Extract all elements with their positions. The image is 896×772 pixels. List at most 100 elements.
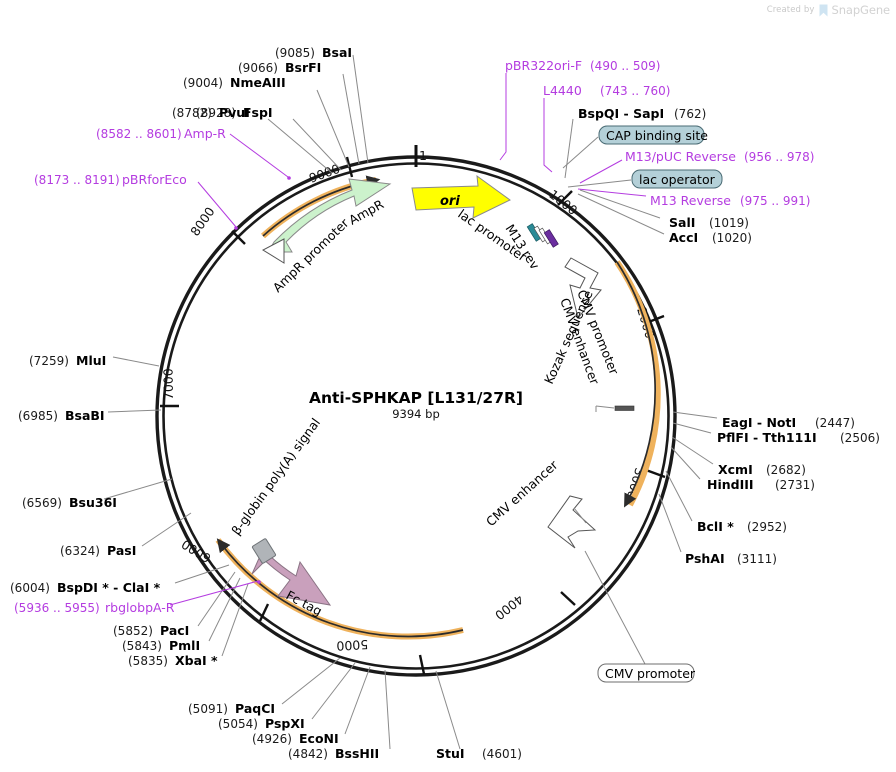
primer-name: M13 Reverse: [650, 193, 731, 208]
site-label-lac-operator: lac operator: [639, 172, 716, 187]
enzyme-name: PvuI: [219, 105, 250, 120]
enzyme-name: AccI: [669, 230, 698, 245]
enzyme-stui[interactable]: StuI (4601): [436, 746, 522, 761]
enzyme-position: (2731): [775, 478, 815, 492]
feature-cmv-enhancer[interactable]: CMV enhancer: [483, 457, 597, 549]
feature-label-ori: ori: [440, 194, 460, 209]
enzyme-name: NmeAIII: [230, 75, 286, 90]
primer-name: pBR322ori-F: [505, 58, 582, 73]
enzyme-acci[interactable]: AccI (1020): [669, 230, 752, 245]
enzyme-name: EagI - NotI: [722, 415, 796, 430]
tick-7000: 7000: [160, 368, 179, 408]
feature-label-polya: β-globin poly(A) signal: [228, 415, 323, 538]
enzyme-fspi[interactable]: (8928) FspI: [196, 105, 273, 120]
enzyme-position: (9004): [183, 76, 223, 90]
primer-m13-puc-reverse[interactable]: M13/pUC Reverse (956 .. 978): [625, 149, 814, 164]
enzyme-position: (2952): [747, 520, 787, 534]
tick-label: 1: [419, 148, 427, 163]
watermark-brand: SnapGene: [831, 3, 891, 17]
primer-rbglobpa-r[interactable]: (5936 .. 5955) rbglobpA-R: [14, 600, 175, 615]
enzyme-bsshii[interactable]: (4842) BssHII: [288, 746, 379, 761]
enzyme-position: (5852): [113, 624, 153, 638]
enzyme-name: HindIII: [707, 477, 754, 492]
enzyme-position: (2682): [766, 463, 806, 477]
enzyme-position: (4601): [482, 747, 522, 761]
enzyme-paci[interactable]: (5852) PacI: [113, 623, 189, 638]
enzyme-sali[interactable]: SalI (1019): [669, 215, 749, 230]
site-cmv-promoter-box[interactable]: CMV promoter: [584, 550, 696, 683]
enzyme-name: MluI: [76, 353, 106, 368]
enzyme-name: Bsu36I: [69, 495, 117, 510]
enzyme-name: PspXI: [265, 716, 305, 731]
enzyme-eagi-noti[interactable]: EagI - NotI (2447): [722, 415, 855, 430]
enzyme-bsai[interactable]: (9085) BsaI: [275, 45, 352, 60]
enzyme-position: (6569): [22, 496, 62, 510]
enzyme-pasi[interactable]: (6324) PasI: [60, 543, 136, 558]
primer-l4440[interactable]: L4440 (743 .. 760): [543, 83, 670, 98]
enzyme-pvui[interactable]: (8782) PvuI: [172, 105, 250, 120]
enzyme-name: BssHII: [335, 746, 379, 761]
primer-m13-reverse[interactable]: M13 Reverse (975 .. 991): [650, 193, 810, 208]
tick-label: 4000: [492, 592, 526, 623]
tick-label: 5000: [336, 637, 369, 654]
enzyme-position: (9066): [238, 61, 278, 75]
enzyme-xbai[interactable]: (5835) XbaI *: [128, 653, 218, 668]
enzyme-pshai[interactable]: PshAI (3111): [685, 551, 777, 566]
site-label-cmv-promoter: CMV promoter: [605, 666, 696, 681]
snapgene-bookmark-icon: [819, 4, 827, 16]
site-lac-operator[interactable]: lac operator: [567, 169, 723, 189]
primer-name: M13/pUC Reverse: [625, 149, 736, 164]
enzyme-pflfi-tth111i[interactable]: PflFI - Tth111I (2506): [717, 430, 880, 445]
primer-pbrforeco[interactable]: (8173 .. 8191) pBRforEco: [34, 172, 187, 187]
feature-polya-signal[interactable]: β-globin poly(A) signal: [228, 415, 323, 564]
enzyme-pspxi[interactable]: (5054) PspXI: [218, 716, 305, 731]
enzyme-bcli[interactable]: BclI * (2952): [697, 519, 787, 534]
tick-4000: 4000: [492, 591, 576, 623]
enzyme-paqci[interactable]: (5091) PaqCI: [188, 701, 275, 716]
primer-name: pBRforEco: [122, 172, 187, 187]
enzyme-name: BsrFI: [285, 60, 321, 75]
primer-range: (975 .. 991): [740, 194, 810, 208]
enzyme-bsrfi[interactable]: (9066) BsrFI: [238, 60, 321, 75]
primer-pbr322ori-f[interactable]: pBR322ori-F (490 .. 509): [505, 58, 660, 73]
enzyme-bsabi[interactable]: (6985) BsaBI: [18, 408, 105, 423]
enzyme-position: (5843): [122, 639, 162, 653]
primer-range: (956 .. 978): [744, 150, 814, 164]
watermark-created-by: Created by: [766, 5, 815, 15]
enzyme-name: PshAI: [685, 551, 725, 566]
primer-leader-lines: [169, 73, 647, 606]
enzyme-position: (5091): [188, 702, 228, 716]
enzyme-position: (6324): [60, 544, 100, 558]
enzyme-position: (1020): [712, 231, 752, 245]
orf-arcs: [215, 175, 661, 640]
enzyme-econi[interactable]: (4926) EcoNI: [252, 731, 339, 746]
site-cap-binding[interactable]: CAP binding site: [562, 125, 708, 169]
enzyme-position: (8782): [172, 106, 212, 120]
plasmid-name: Anti-SPHKAP [L131/27R]: [309, 389, 523, 407]
enzyme-xcmi[interactable]: XcmI (2682): [718, 462, 806, 477]
enzyme-hindiii[interactable]: HindIII (2731): [707, 477, 815, 492]
enzyme-name: PmlI: [169, 638, 200, 653]
enzyme-position: (6985): [18, 409, 58, 423]
enzyme-nmeaiii[interactable]: (9004) NmeAIII: [183, 75, 286, 90]
snapgene-watermark: Created by SnapGene: [767, 3, 890, 17]
enzyme-pmli[interactable]: (5843) PmlI: [122, 638, 200, 653]
enzyme-name: PaqCI: [235, 701, 275, 716]
plasmid-title-block: Anti-SPHKAP [L131/27R] 9394 bp: [309, 389, 523, 421]
primer-amp-r[interactable]: (8582 .. 8601) Amp-R: [96, 126, 226, 141]
enzyme-name: BspDI * - ClaI *: [57, 580, 161, 595]
plasmid-size: 9394 bp: [392, 407, 440, 421]
enzyme-position: (4926): [252, 732, 292, 746]
feature-ori[interactable]: ori: [411, 174, 511, 219]
enzyme-bsu36i[interactable]: (6569) Bsu36I: [22, 495, 117, 510]
enzyme-mlui[interactable]: (7259) MluI: [29, 353, 106, 368]
enzyme-name: StuI: [436, 746, 465, 761]
enzyme-bspdi-clai[interactable]: (6004) BspDI * - ClaI *: [10, 580, 161, 595]
enzyme-leader-lines: [103, 54, 718, 750]
enzyme-position: (2447): [815, 416, 855, 430]
enzyme-position: (4842): [288, 747, 328, 761]
enzyme-position: (9085): [275, 46, 315, 60]
enzyme-bspqi-sapi[interactable]: BspQI - SapI (762): [578, 106, 706, 121]
